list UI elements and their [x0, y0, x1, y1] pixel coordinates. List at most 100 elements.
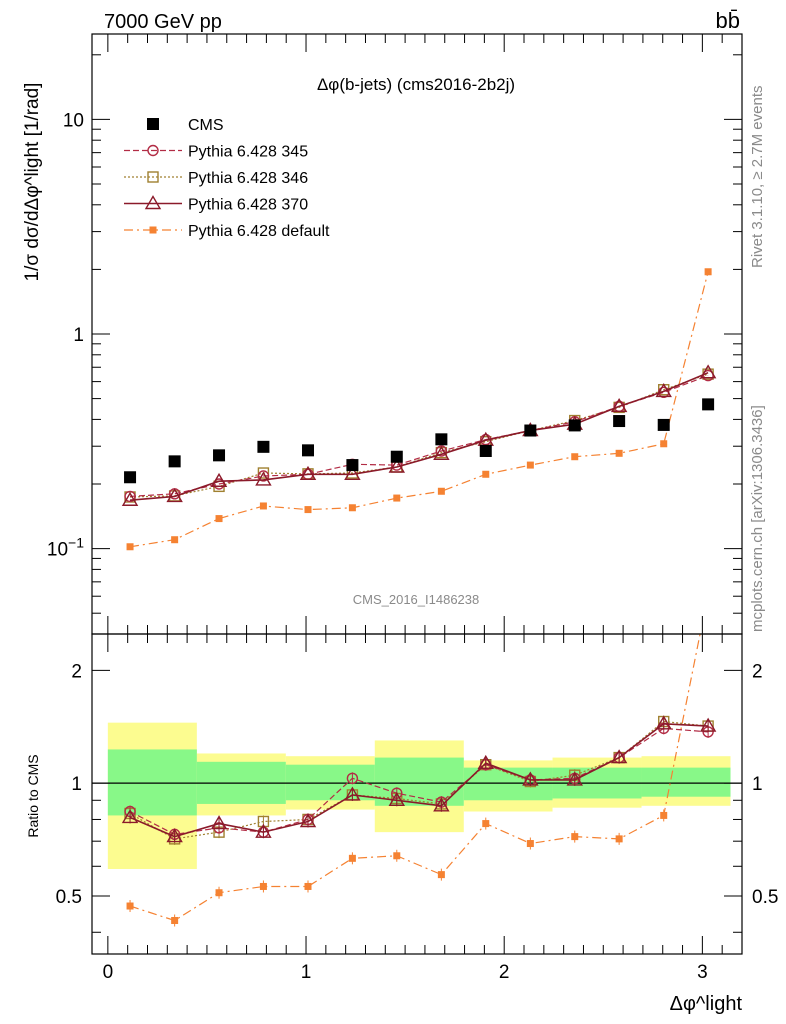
data-point-cms	[390, 450, 403, 463]
x-tick-label: 2	[499, 962, 510, 983]
ratio-point-p370	[299, 813, 317, 828]
data-point-pdef	[171, 536, 179, 544]
ratio-point-p370	[655, 715, 672, 730]
ratio-line-p370	[129, 722, 709, 838]
ratio-y-tick-label-right: 2	[752, 661, 763, 682]
main-y-axis-label: 1/σ dσ/dΔφ^light [1/rad]	[22, 83, 43, 282]
series-line-p345	[129, 375, 709, 497]
ratio-y-tick-label-right: 1	[752, 774, 763, 795]
data-point-cms	[168, 455, 181, 468]
data-point-cms	[702, 398, 715, 411]
ratio-point-p370	[477, 754, 494, 769]
data-point-pdef	[482, 470, 490, 478]
data-point-pdef	[259, 502, 267, 510]
main-title: Δφ(b-jets) (cms2016-2b2j)	[317, 75, 515, 94]
data-point-pdef	[571, 453, 579, 461]
data-point-pdef	[615, 449, 623, 457]
ratio-y-axis-label: Ratio to CMS	[25, 754, 41, 837]
ratio-point-p370	[255, 823, 272, 838]
data-point-p370	[655, 383, 672, 398]
data-point-cms	[657, 418, 670, 431]
ratio-point-pdef	[171, 916, 179, 924]
energy-label: 7000 GeV pp	[104, 11, 222, 33]
legend-label-p346: Pythia 6.428 346	[188, 170, 308, 187]
ratio-line-pdef	[129, 634, 701, 922]
data-point-p345	[124, 490, 136, 503]
data-point-p346	[257, 467, 270, 479]
x-tick-label: 1	[301, 962, 312, 983]
ratio-point-p370	[610, 749, 628, 764]
x-tick-label: 3	[697, 962, 708, 983]
source-label: mcplots.cern.ch [arXiv:1306.3436]	[749, 405, 766, 632]
data-point-p370	[299, 465, 317, 480]
x-tick-label: 0	[103, 962, 114, 983]
data-point-pdef	[437, 487, 445, 495]
ratio-y-tick-label-left: 2	[71, 661, 82, 682]
ratio-point-pdef	[660, 811, 668, 819]
ratio-point-pdef	[571, 833, 579, 841]
ratio-point-pdef	[437, 871, 445, 879]
data-point-pdef	[704, 268, 712, 276]
ratio-point-p370	[566, 771, 583, 786]
y-tick-label: 1	[73, 325, 84, 346]
data-point-p370	[433, 445, 450, 461]
rivet-label: Rivet 3.1.10, ≥ 2.7M events	[749, 86, 766, 269]
data-point-p370	[344, 465, 361, 480]
legend: CMS Pythia 6.428 345 Pythia 6.428 346 Pythi…	[124, 117, 330, 240]
data-point-cms	[524, 424, 537, 437]
x-axis-label: Δφ^light	[670, 993, 743, 1015]
series-line-p370	[129, 371, 709, 501]
ratio-y-tick-label-left: 1	[71, 774, 82, 795]
data-point-cms	[568, 419, 581, 432]
ratio-point-pdef	[215, 889, 223, 897]
ratio-point-p370	[699, 717, 717, 732]
data-point-pdef	[304, 506, 312, 514]
ratio-point-pdef	[393, 852, 401, 860]
data-point-cms	[435, 433, 448, 446]
ratio-point-pdef	[615, 835, 623, 843]
data-point-pdef	[348, 504, 356, 512]
data-point-p370	[255, 471, 272, 486]
uncertainty-band-inner	[285, 764, 375, 801]
main-plot-panel: 10 1 10−1 CMS Pythia 6.428 345 Pythia 6.428 …	[47, 33, 743, 635]
ratio-point-pdef	[526, 840, 534, 848]
ratio-point-p370	[433, 797, 450, 812]
data-point-cms	[479, 444, 492, 457]
ratio-point-p370	[344, 786, 361, 801]
data-point-p370	[388, 458, 406, 473]
data-point-pdef	[660, 440, 668, 448]
data-point-cms	[213, 449, 226, 462]
ratio-point-pdef	[304, 882, 312, 890]
legend-label-p370: Pythia 6.428 370	[188, 197, 308, 214]
data-point-cms	[257, 440, 270, 453]
ratio-plot-frame	[91, 633, 743, 955]
y-tick-label: 10	[63, 110, 84, 131]
uncertainty-band-inner	[107, 749, 197, 816]
data-point-p370	[210, 472, 228, 487]
data-point-pdef	[393, 494, 401, 502]
legend-marker-cms	[147, 118, 159, 130]
data-point-cms	[346, 459, 359, 472]
uncertainty-band-inner	[641, 767, 731, 797]
legend-label-p345: Pythia 6.428 345	[188, 144, 308, 161]
legend-label-cms: CMS	[188, 117, 224, 134]
data-point-p370	[121, 491, 139, 506]
ratio-point-p370	[522, 771, 539, 786]
ratio-point-p345	[346, 772, 359, 785]
legend-marker-pdef	[149, 226, 157, 234]
data-point-p370	[699, 364, 717, 379]
data-point-p345	[257, 470, 270, 482]
ratio-line-p346	[129, 720, 709, 840]
ratio-data-layer	[92, 634, 742, 927]
ratio-plot-panel: 2 2 1 1 0.5 0.5 0 1 2 3	[56, 633, 778, 983]
ratio-axis-ticks: 2 2 1 1 0.5 0.5 0 1 2 3	[56, 634, 778, 983]
data-point-cms	[302, 444, 315, 457]
data-point-p370	[166, 488, 183, 503]
ratio-point-pdef	[126, 902, 134, 910]
data-point-pdef	[126, 543, 134, 551]
ratio-point-pdef	[259, 882, 267, 890]
legend-label-pdef: Pythia 6.428 default	[188, 223, 330, 240]
ratio-point-pdef	[348, 854, 356, 862]
data-point-pdef	[526, 461, 534, 469]
